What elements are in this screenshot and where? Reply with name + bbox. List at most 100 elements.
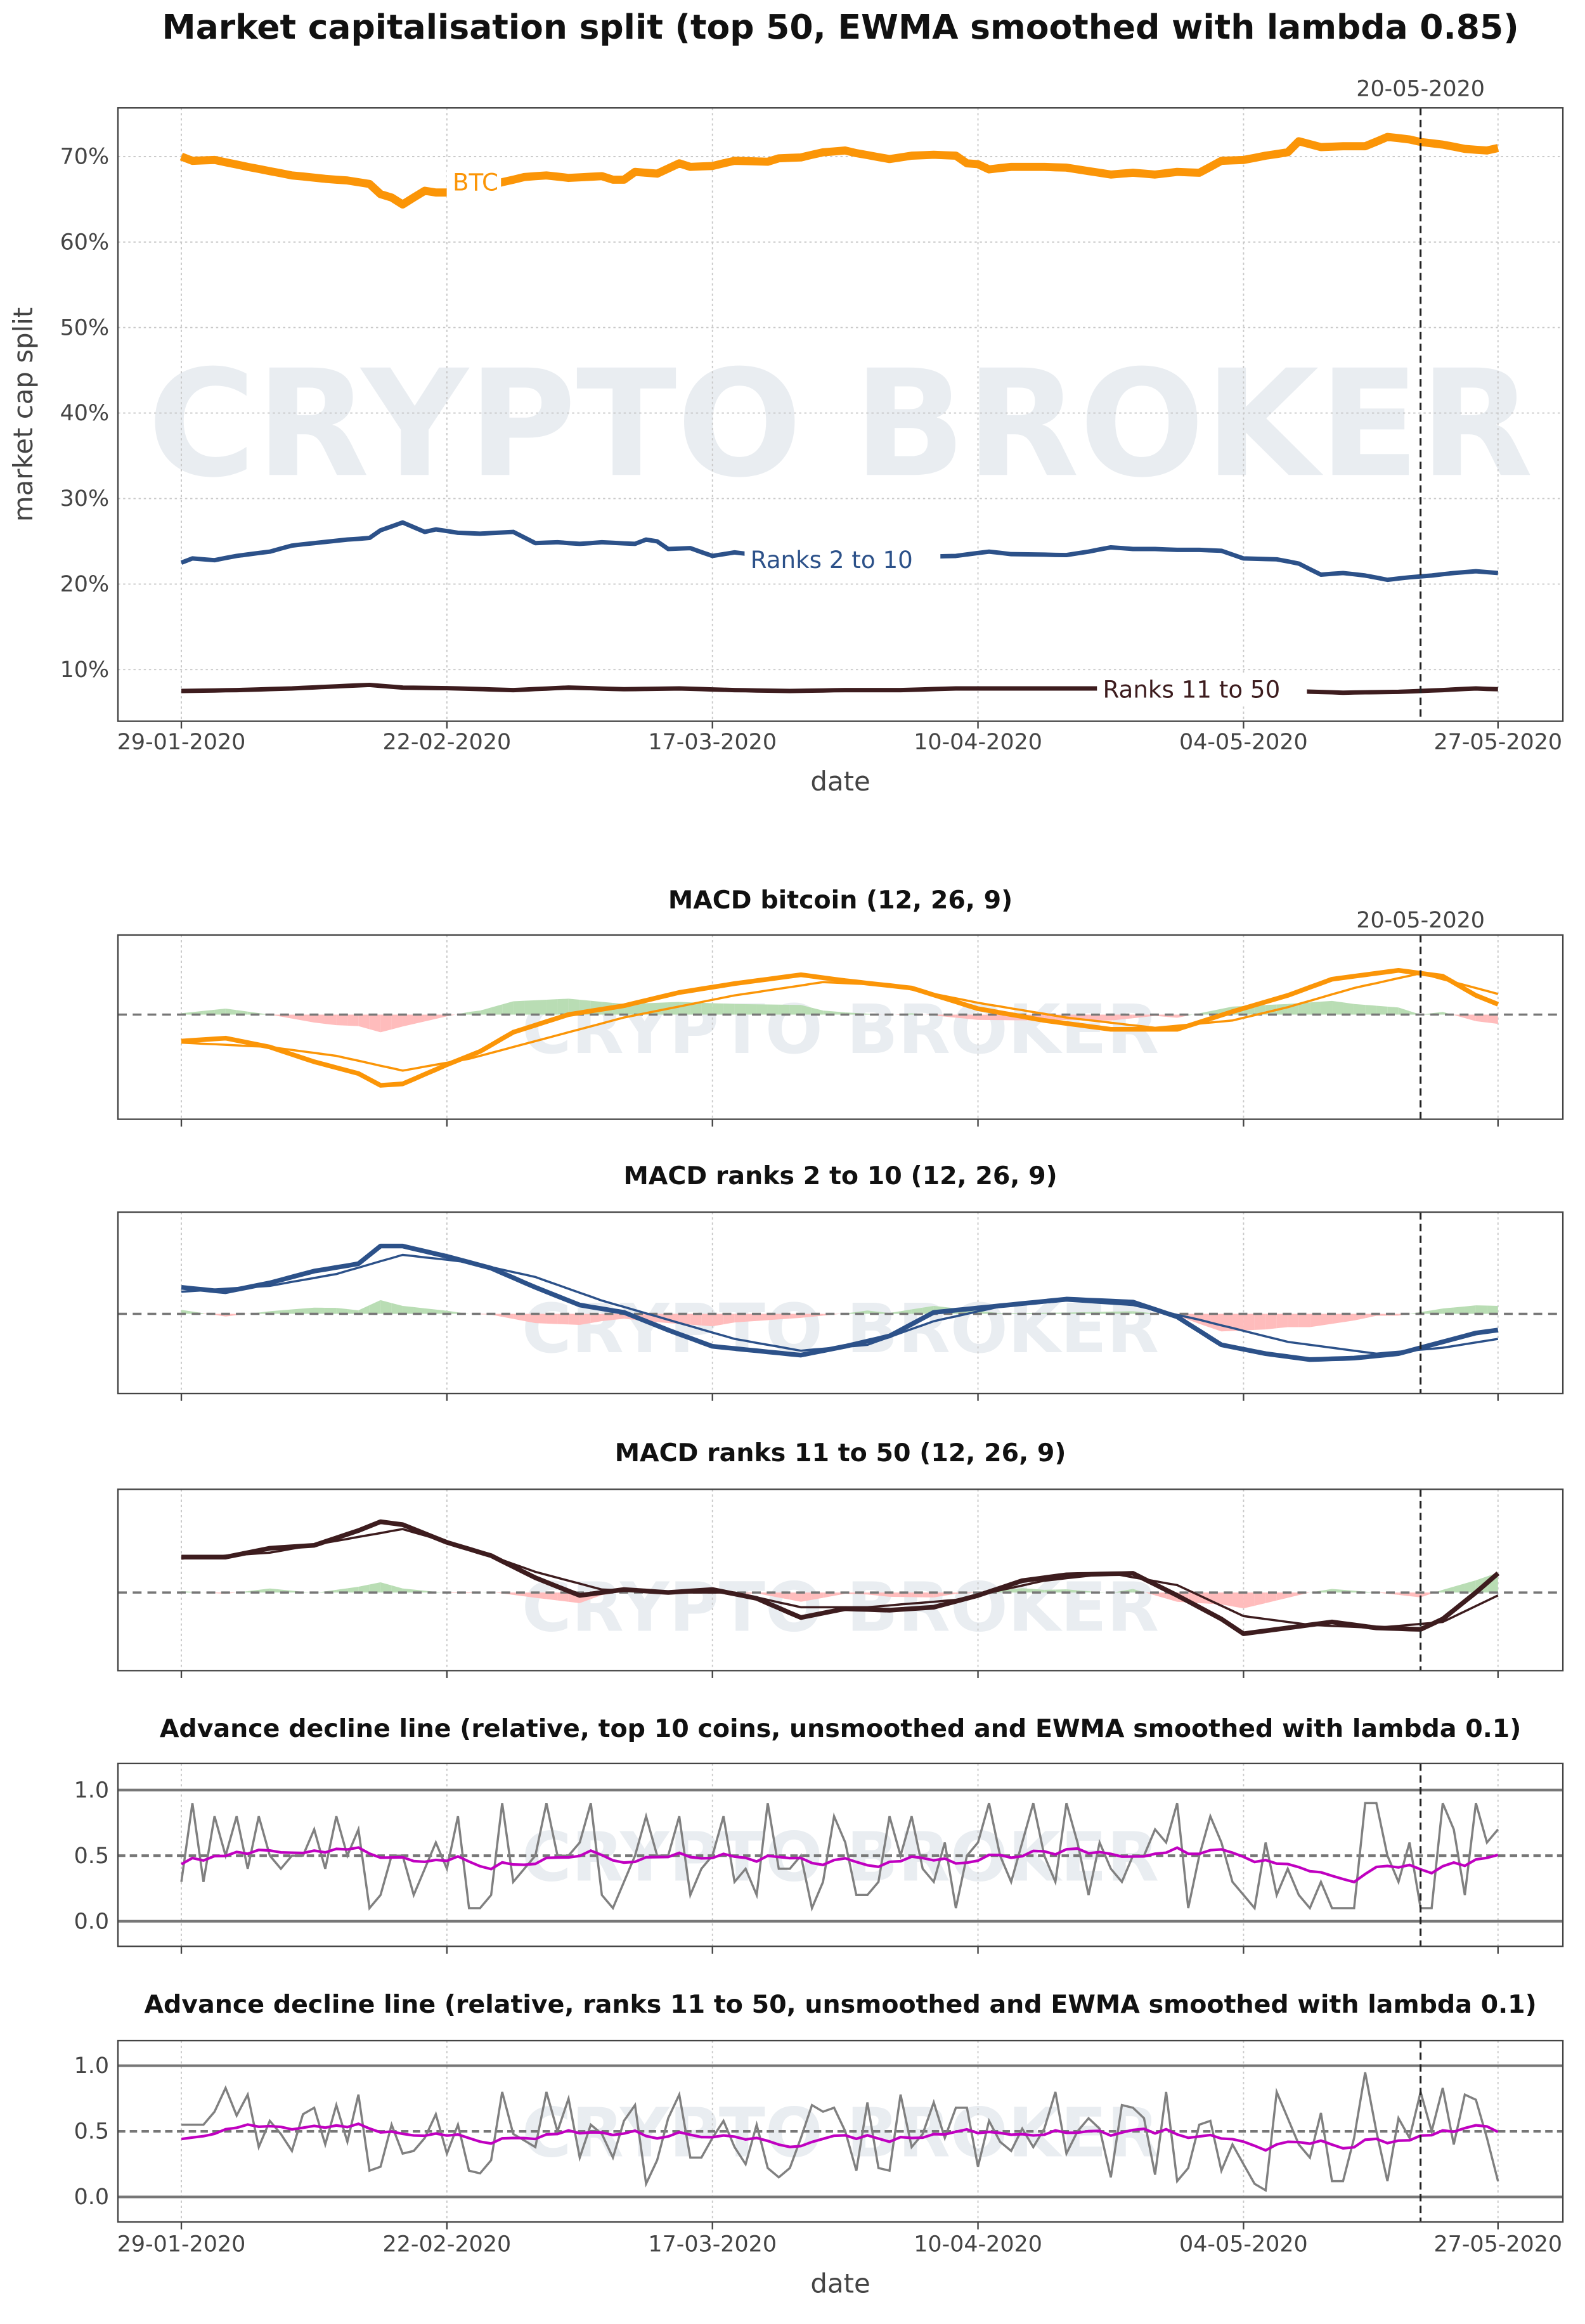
series-label-ranks_11_50: Ranks 11 to 50 — [1103, 675, 1281, 703]
histogram-positive-bar — [391, 1303, 403, 1314]
histogram-negative-bar — [369, 1014, 381, 1033]
y-axis-label: market cap split — [8, 307, 39, 522]
histogram-positive-bar — [1343, 1002, 1354, 1015]
histogram-positive-bar — [203, 1009, 215, 1015]
x-tick-label: 17-03-2020 — [648, 730, 777, 755]
signal-line — [181, 972, 1499, 1072]
histogram-positive-bar — [1387, 1006, 1399, 1015]
histogram-negative-bar — [513, 1314, 525, 1321]
plot-border — [117, 2039, 1564, 2223]
label-background — [1097, 674, 1307, 707]
macd-btc-chart: CRYPTO BROKER 20-05-2020 — [117, 908, 1564, 1127]
histogram-negative-bar — [889, 1592, 901, 1598]
y-tick-label: 50% — [60, 315, 110, 340]
histogram-positive-bar — [325, 1307, 337, 1314]
histogram-negative-bar — [989, 1014, 1000, 1021]
histogram-negative-bar — [734, 1314, 746, 1323]
histogram-positive-bar — [789, 1005, 801, 1015]
histogram-positive-bar — [690, 1002, 702, 1015]
plot-area — [118, 108, 1563, 721]
histogram-positive-bar — [1210, 1009, 1222, 1015]
histogram-positive-bar — [303, 1307, 314, 1314]
histogram-positive-bar — [524, 1000, 536, 1015]
histogram-positive-bar — [657, 1002, 668, 1015]
macd-line — [181, 967, 1499, 1088]
histogram-negative-bar — [933, 1592, 945, 1598]
histogram-positive-bar — [502, 1001, 514, 1015]
plot-border — [117, 1762, 1564, 1947]
y-tick-label: 0.5 — [74, 2119, 109, 2145]
histogram-positive-bar — [369, 1300, 381, 1314]
x-tick-label: 22-02-2020 — [383, 730, 512, 755]
y-tick-label: 1.0 — [74, 2053, 109, 2079]
histogram-negative-bar — [413, 1014, 425, 1024]
plot-border — [117, 1488, 1564, 1672]
y-tick-label: 30% — [60, 486, 110, 512]
histogram-negative-bar — [1332, 1314, 1343, 1324]
histogram-negative-bar — [524, 1592, 536, 1598]
histogram-negative-bar — [1276, 1314, 1288, 1329]
watermark: CRYPTO BROKER — [522, 991, 1159, 1069]
histogram-positive-bar — [635, 1003, 647, 1015]
marker-date-label: 20-05-2020 — [1356, 77, 1485, 102]
macd-ranks-2-10-chart: CRYPTO BROKER — [117, 1211, 1564, 1401]
histogram-positive-bar — [292, 1308, 304, 1314]
histogram-negative-bar — [967, 1014, 978, 1020]
histogram-positive-bar — [1332, 1000, 1343, 1015]
histogram-positive-bar — [1465, 1305, 1476, 1314]
macd-ranks-11-50-chart: CRYPTO BROKER — [117, 1488, 1564, 1678]
histogram-positive-bar — [701, 1002, 713, 1015]
market-cap-chart: CRYPTO BROKER 10% 20% 30% 40% 50% 60% 70% market… — [8, 77, 1564, 797]
histogram-negative-bar — [1288, 1314, 1299, 1327]
histogram-negative-bar — [325, 1014, 337, 1026]
ewma-line — [181, 1846, 1499, 1884]
histogram-negative-bar — [900, 1592, 912, 1598]
histogram-negative-bar — [779, 1314, 790, 1320]
histogram-positive-bar — [1376, 1005, 1388, 1015]
histogram-negative-bar — [779, 1592, 790, 1600]
ad-ranks-11-50-title: Advance decline line (relative, ranks 11… — [144, 1990, 1536, 2019]
histogram-negative-bar — [568, 1314, 580, 1325]
histogram-negative-bar — [1298, 1314, 1310, 1327]
histogram-positive-bar — [314, 1307, 325, 1314]
histogram-positive-bar — [358, 1584, 370, 1593]
histogram-positive-bar — [1487, 1305, 1498, 1314]
plot-area — [118, 934, 1563, 1120]
histogram-negative-bar — [391, 1014, 403, 1030]
macd-ranks-2-10-title: MACD ranks 2 to 10 (12, 26, 9) — [623, 1161, 1057, 1191]
histogram-positive-bar — [513, 1000, 525, 1015]
histogram-positive-bar — [369, 1582, 381, 1593]
histogram-negative-bar — [1288, 1592, 1299, 1598]
plot-border — [117, 107, 1564, 722]
histogram-negative-bar — [358, 1014, 370, 1030]
histogram-negative-bar — [1465, 1014, 1476, 1021]
histogram-positive-bar — [491, 1004, 503, 1015]
histogram-negative-bar — [612, 1314, 624, 1320]
histogram-positive-bar — [336, 1308, 347, 1314]
histogram-positive-bar — [1398, 1007, 1410, 1015]
histogram-positive-bar — [779, 1004, 790, 1015]
y-tick-label: 0.0 — [74, 2185, 109, 2210]
histogram-positive-bar — [1465, 1580, 1476, 1593]
histogram-negative-bar — [911, 1592, 923, 1598]
marker-date-label: 20-05-2020 — [1356, 908, 1485, 933]
histogram-positive-bar — [236, 1010, 248, 1015]
histogram-positive-bar — [734, 1004, 746, 1015]
histogram-positive-bar — [413, 1307, 425, 1314]
histogram-negative-bar — [690, 1314, 702, 1326]
histogram-negative-bar — [1155, 1592, 1167, 1599]
histogram-negative-bar — [1254, 1314, 1266, 1330]
histogram-positive-bar — [347, 1587, 359, 1593]
histogram-negative-bar — [1276, 1592, 1288, 1601]
histogram-positive-bar — [1453, 1583, 1465, 1593]
label-background — [446, 167, 501, 200]
histogram-negative-bar — [1487, 1014, 1498, 1024]
histogram-negative-bar — [1475, 1014, 1487, 1023]
histogram-positive-bar — [424, 1308, 436, 1314]
histogram-negative-bar — [789, 1314, 801, 1319]
histogram-negative-bar — [579, 1314, 591, 1325]
histogram-negative-bar — [1265, 1592, 1277, 1603]
x-tick-label: 17-03-2020 — [648, 2232, 777, 2257]
